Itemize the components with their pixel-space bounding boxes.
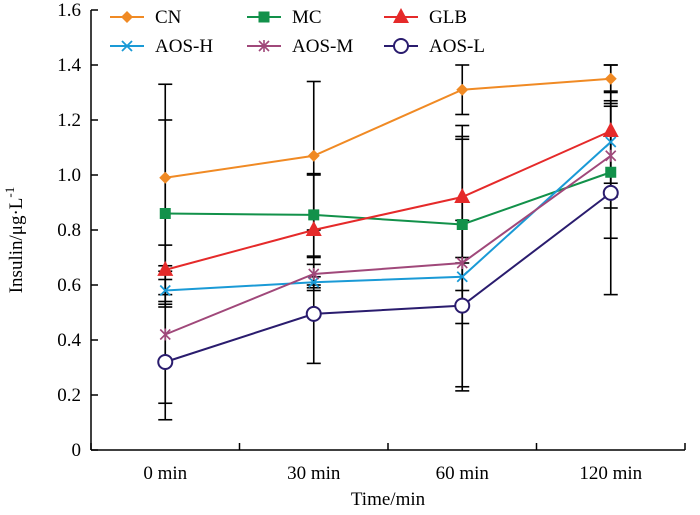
data-point-aos-h [308,276,320,288]
y-tick-label: 1.6 [57,0,81,21]
legend-item-aos-l: AOS-L [384,36,485,57]
legend-label-mc: MC [292,7,322,28]
data-point-glb [454,188,471,203]
data-point-aos-h [456,271,468,283]
legend-item-aos-h: AOS-H [110,36,213,57]
data-point-aos-h [159,284,171,297]
legend-marker-cn [121,11,133,23]
legend-item-cn: CN [110,7,182,28]
x-axis-title: Time/min [351,489,426,510]
data-point-aos-l [454,297,471,314]
data-point-aos-m [605,149,617,162]
legend-label-glb: GLB [429,7,467,28]
y-tick-label: 0.4 [57,330,81,351]
error-bars [158,64,618,421]
y-tick-label: 0 [72,440,82,461]
series-line-mc [165,171,612,226]
data-point-glb [602,122,619,137]
series-lines [164,77,612,363]
legend-marker-aos-l [393,38,409,54]
series-line-cn [165,77,611,179]
series-line-glb [164,130,612,271]
legend-label-aos-m: AOS-M [292,36,353,57]
y-tick-label: 1.0 [57,165,81,186]
legend-item-aos-m: AOS-M [247,36,353,57]
data-point-cn [159,171,172,184]
x-tick-label: 120 min [579,463,642,484]
y-tick-label: 0.2 [57,385,81,406]
series-line-aos-l [164,192,612,363]
data-point-aos-h [605,136,617,148]
data-point-aos-l [157,354,174,370]
axes: 0 0.2 0.4 0.6 0.8 1.0 1.2 1.4 1.6 0 min 30 min 60 m… [2,0,686,510]
series-markers [157,72,619,370]
x-tick-label: 30 min [287,463,341,484]
y-axis-title: Insulin/μg·L-1 [2,187,27,294]
data-point-aos-l [602,184,619,201]
legend-marker-aos-m [258,40,270,52]
data-point-aos-m [308,268,320,280]
legend-item-mc: MC [247,7,322,28]
data-point-cn [456,83,469,96]
data-point-mc [605,166,617,178]
y-tick-label: 0.8 [57,220,81,241]
data-point-mc [456,219,468,230]
legend-label-aos-h: AOS-H [155,36,213,57]
data-point-mc [159,208,171,219]
legend-label-aos-l: AOS-L [429,36,485,57]
data-point-aos-l [305,305,322,322]
x-tick-label: 0 min [143,463,187,484]
legend-label-cn: CN [155,7,182,28]
data-point-mc [308,209,320,221]
legend-item-glb: GLB [384,7,467,28]
legend-marker-aos-h [121,40,133,52]
x-tick-label: 60 min [436,463,490,484]
y-tick-label: 0.6 [57,275,81,296]
legend-marker-glb [393,8,409,23]
y-axis-title-superscript: -1 [2,187,17,198]
y-axis-title-text: Insulin/μg·L [6,198,27,294]
data-point-aos-m [159,328,171,341]
y-tick-label: 1.2 [57,110,81,131]
data-point-cn [604,72,617,85]
legend-marker-mc [258,11,270,23]
data-point-cn [307,149,320,162]
legend: CN MC GLB AOS-H AOS-M AOS-L [110,7,485,57]
data-point-glb [305,221,322,236]
data-point-glb [157,260,174,276]
y-tick-label: 1.4 [57,55,81,76]
series-line-aos-m [164,154,612,336]
data-point-aos-m [456,257,468,269]
